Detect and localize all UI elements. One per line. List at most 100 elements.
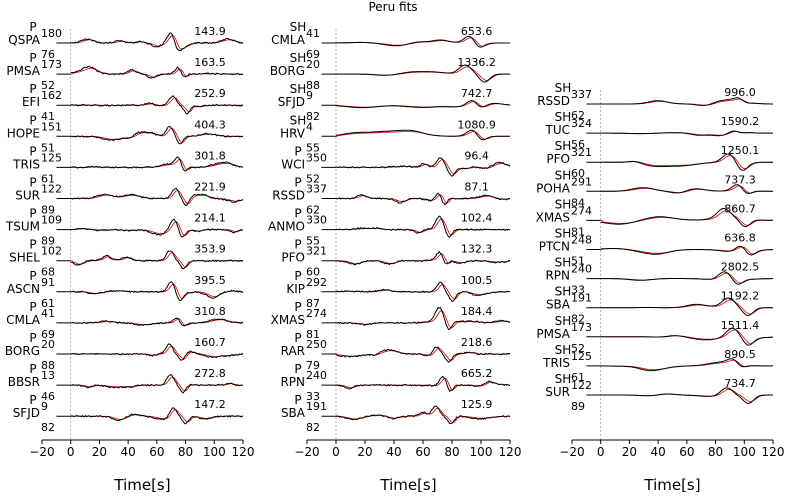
- phase-label: P: [29, 362, 36, 376]
- azimuth-label: 162: [41, 89, 62, 102]
- distance-label: 82: [306, 110, 320, 123]
- distance-label: 69: [306, 48, 320, 61]
- observed-waveform: [321, 281, 511, 302]
- amplitude-label: 737.3: [724, 173, 756, 186]
- observed-waveform: [321, 405, 511, 425]
- distance-label: 52: [41, 79, 55, 92]
- amplitude-label: 734.7: [724, 377, 756, 390]
- x-axis: −20 0 20 40 60 80 100 120 Time[s]: [559, 439, 784, 494]
- observed-waveform: [56, 407, 244, 425]
- x-tick-label: 0: [67, 445, 75, 459]
- azimuth-label: 20: [41, 338, 55, 351]
- observed-waveform: [321, 157, 511, 177]
- azimuth-label: 248: [571, 234, 592, 247]
- x-tick-label: −20: [294, 445, 319, 459]
- observed-waveform: [56, 187, 244, 207]
- station-label: TUC: [545, 123, 571, 137]
- observed-waveform: [586, 327, 774, 346]
- observed-waveform: [56, 281, 244, 302]
- azimuth-label: 122: [571, 379, 592, 392]
- synthetic-waveform: [600, 185, 773, 194]
- distance-label: 79: [306, 359, 320, 372]
- station-label: SFJD: [13, 406, 40, 420]
- phase-label: P: [29, 176, 36, 190]
- distance-label: 82: [306, 421, 320, 434]
- station-label: SUR: [545, 385, 570, 399]
- x-tick-label: 120: [232, 445, 255, 459]
- distance-label: 62: [571, 109, 585, 122]
- phase-label: P: [29, 269, 36, 283]
- amplitude-label: 184.4: [461, 305, 493, 318]
- distance-label: 56: [571, 138, 585, 151]
- observed-waveform: [56, 250, 244, 270]
- observed-waveform: [56, 125, 244, 145]
- station-label: ANMO: [268, 220, 305, 234]
- phase-label: P: [29, 207, 36, 221]
- phase-label: P: [294, 207, 301, 221]
- distance-label: 81: [571, 225, 585, 238]
- x-tick-label: −20: [559, 445, 584, 459]
- distance-label: 55: [306, 235, 320, 248]
- observed-waveform: [56, 317, 244, 327]
- azimuth-label: 102: [41, 245, 62, 258]
- phase-label: P: [294, 331, 301, 345]
- station-label: CMLA: [271, 33, 306, 47]
- x-tick-label: 120: [499, 445, 522, 459]
- phase-label: P: [294, 362, 301, 376]
- station-label: WCI: [281, 157, 305, 171]
- azimuth-label: 324: [571, 117, 592, 130]
- x-axis: −20 0 20 40 60 80 100 120 Time[s]: [294, 439, 522, 494]
- distance-label: 60: [306, 266, 320, 279]
- azimuth-label: 250: [306, 338, 327, 351]
- azimuth-label: 151: [41, 120, 62, 133]
- observed-waveform: [321, 215, 511, 238]
- phase-label: P: [29, 20, 36, 34]
- amplitude-label: 1590.2: [721, 115, 760, 128]
- station-label: SHEL: [9, 251, 40, 265]
- station-label: BORG: [5, 344, 40, 358]
- observed-waveform: [586, 245, 773, 256]
- phase-label: P: [294, 176, 301, 190]
- distance-label: 33: [571, 284, 585, 297]
- x-tick-label: 40: [651, 445, 666, 459]
- amplitude-label: 395.5: [194, 274, 226, 287]
- distance-label: 82: [571, 313, 585, 326]
- station-label: CMLA: [6, 313, 41, 327]
- amplitude-label: 1250.1: [721, 144, 760, 157]
- x-tick-label: 20: [357, 445, 372, 459]
- amplitude-label: 214.1: [194, 212, 226, 225]
- phase-label: SH: [555, 81, 572, 95]
- phase-label: SH: [290, 113, 307, 127]
- amplitude-label: 310.8: [194, 305, 226, 318]
- azimuth-label: 125: [571, 350, 592, 363]
- station-label: RSSD: [272, 189, 305, 203]
- x-tick-label: 60: [679, 445, 694, 459]
- x-axis-label: Time[s]: [113, 476, 170, 494]
- amplitude-label: 1080.9: [457, 118, 496, 131]
- x-tick-label: 100: [203, 445, 226, 459]
- distance-label: 62: [306, 204, 320, 217]
- phase-label: SH: [555, 139, 572, 153]
- distance-label: 81: [306, 328, 320, 341]
- distance-label: 52: [306, 172, 320, 185]
- phase-label: P: [29, 113, 36, 127]
- phase-label: SH: [555, 110, 572, 124]
- amplitude-label: 890.5: [724, 348, 756, 361]
- azimuth-label: 9: [41, 400, 48, 413]
- observed-waveform: [321, 250, 511, 266]
- azimuth-label: 125: [41, 151, 62, 164]
- station-label: RPN: [280, 375, 305, 389]
- amplitude-label: 996.0: [724, 86, 756, 99]
- amplitude-label: 272.8: [194, 367, 226, 380]
- x-tick-label: 20: [92, 445, 107, 459]
- phase-label: SH: [555, 314, 572, 328]
- azimuth-label: 240: [306, 369, 327, 382]
